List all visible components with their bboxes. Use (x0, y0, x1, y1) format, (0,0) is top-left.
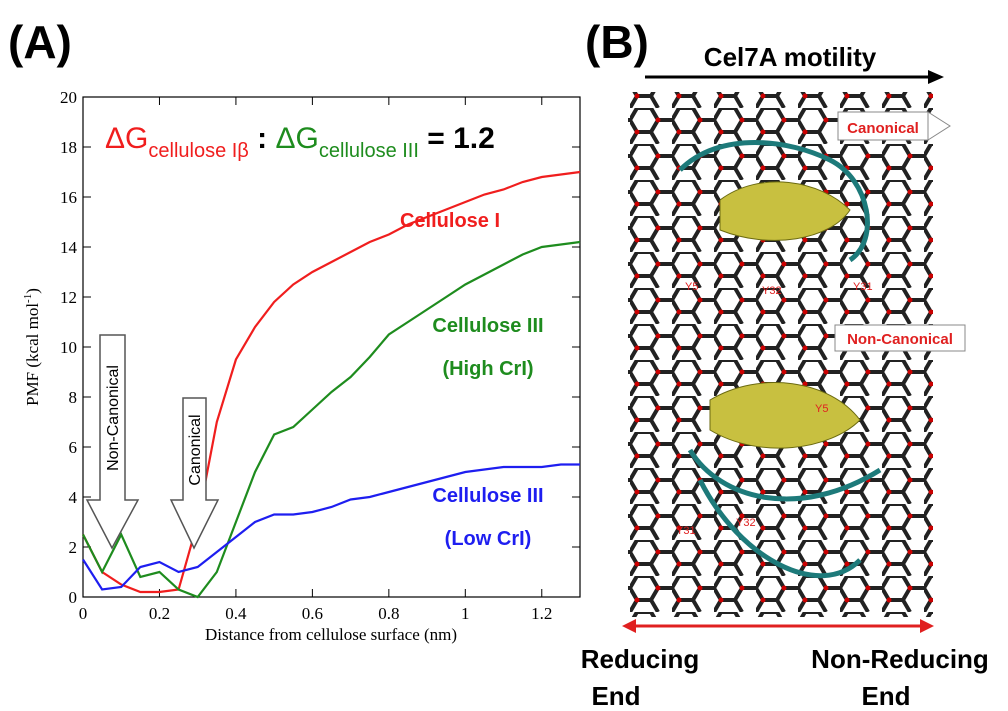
y-tick-label: 14 (60, 238, 78, 257)
motility-title: Cel7A motility (704, 42, 877, 72)
annotation-sub: cellulose Iβ (148, 140, 248, 162)
annotation: ΔGcellulose Iβ : ΔGcellulose III = 1.2 (105, 122, 495, 162)
y-tick-label: 2 (69, 538, 78, 557)
end-label: Reducing (581, 644, 699, 674)
site-label: Non-Canonical (847, 331, 953, 348)
annotation-delta: ΔG (276, 122, 319, 155)
x-axis-label: Distance from cellulose surface (nm) (205, 625, 457, 644)
arrowhead (928, 70, 944, 84)
annotation-delta: ΔG (105, 122, 148, 155)
panel-label: (A) (8, 16, 72, 68)
annotation-sub: cellulose III (319, 140, 419, 162)
y-axis-label: PMF (kcal mol-1) (22, 288, 42, 406)
residue-label: Y5 (685, 281, 698, 293)
series-label: Cellulose I (380, 200, 520, 243)
y-label-close: ) (23, 288, 42, 294)
residue-label: Y32 (736, 517, 756, 529)
residue-label: Y31 (853, 281, 873, 293)
x-tick-label: 0.8 (378, 604, 399, 623)
arrowhead (928, 112, 950, 140)
end-label: End (861, 681, 910, 711)
y-tick-label: 12 (60, 288, 77, 307)
x-tick-label: 0.2 (149, 604, 170, 623)
x-tick-label: 1.2 (531, 604, 552, 623)
y-tick-label: 0 (69, 588, 78, 607)
y-tick-label: 4 (69, 488, 78, 507)
y-label-sup: -1 (22, 294, 34, 303)
residue-label: Y32 (762, 285, 782, 297)
annotation-ratio: = 1.2 (419, 122, 495, 155)
series-label: Cellulose III (Low CrI) (418, 475, 558, 561)
y-tick-label: 20 (60, 88, 77, 107)
residue-label: Y5 (815, 403, 828, 415)
panel-label: (B) (585, 16, 649, 68)
y-tick-label: 10 (60, 338, 77, 357)
annotation-colon: : (249, 122, 276, 155)
y-tick-label: 18 (60, 138, 77, 157)
x-tick-label: 0.4 (225, 604, 247, 623)
x-tick-label: 0 (79, 604, 88, 623)
arrow-label: Non-Canonical (105, 365, 122, 471)
page: (A) (B) Distance from cellulose surface … (0, 0, 1008, 711)
y-tick-label: 16 (60, 188, 77, 207)
site-label: Canonical (847, 120, 919, 137)
arrow-label: Canonical (187, 414, 204, 485)
y-label-text: PMF (kcal mol (23, 303, 42, 406)
x-tick-label: 0.6 (302, 604, 323, 623)
y-tick-label: 8 (69, 388, 78, 407)
series-label: Cellulose III (High CrI) (418, 305, 558, 391)
y-tick-label: 6 (69, 438, 78, 457)
molecule-image (628, 92, 933, 617)
end-label: End (591, 681, 640, 711)
end-label: Non-Reducing (811, 644, 989, 674)
residue-label: Y31 (676, 525, 696, 537)
x-tick-label: 1 (461, 604, 470, 623)
